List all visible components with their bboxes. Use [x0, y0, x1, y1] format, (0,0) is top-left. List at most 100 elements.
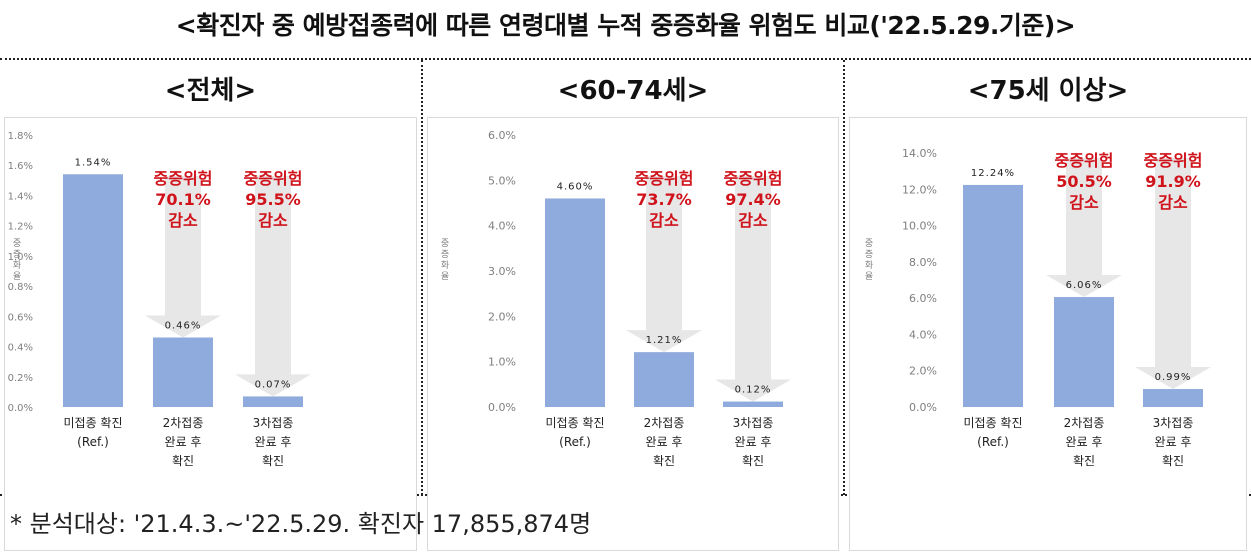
- y-tick-label: 1.4%: [8, 191, 33, 202]
- category-label: 확진: [172, 454, 194, 468]
- y-tick-label: 8.0%: [909, 256, 937, 269]
- panel-title-total: <전체>: [164, 76, 257, 106]
- risk-reduction-label: 감소: [649, 211, 679, 230]
- y-axis-label-char: 중: [13, 238, 21, 249]
- category-label: 확진: [1162, 454, 1184, 468]
- y-tick-label: 1.0%: [488, 356, 516, 369]
- data-label: 1.21%: [646, 335, 683, 346]
- reduction-arrow: [235, 176, 311, 397]
- y-tick-label: 0.4%: [8, 343, 33, 354]
- panel-75-plus: <75세 이상> 0.0% 2.0% 4.0% 6.0% 8.0% 10.0% 12.0% 1…: [845, 60, 1251, 551]
- reduction-arrow: [145, 176, 221, 338]
- data-label: 0.07%: [255, 379, 292, 390]
- panel-60-74: <60-74세> 0.0% 1.0% 2.0% 3.0% 4.0% 5.0% 6.0% 중 증 화…: [423, 60, 843, 551]
- data-label: 1.54%: [75, 157, 112, 168]
- divider-panel-2: [843, 60, 845, 495]
- category-label: 2차접종: [163, 416, 204, 430]
- risk-reduction-label: 중증위험: [1144, 151, 1203, 170]
- category-label: (Ref.): [559, 435, 591, 449]
- y-tick-label: 1.0%: [8, 252, 33, 263]
- risk-reduction-label: 중증위험: [635, 169, 694, 188]
- chart-60-74: 0.0% 1.0% 2.0% 3.0% 4.0% 5.0% 6.0% 중증화율 4.60% 1.2…: [441, 129, 791, 468]
- panel-total: <전체> 0.0% 0.2% 0.4% 0.6% 0.8% 1.0% 1.2% 1.4% 1.6…: [0, 60, 421, 551]
- y-axis-label-char: 중: [865, 238, 873, 249]
- data-label: 0.12%: [735, 385, 772, 396]
- bar: [1054, 297, 1114, 407]
- bar: [963, 184, 1023, 407]
- y-tick-label: 0.8%: [8, 282, 33, 293]
- risk-reduction-label: 중증위험: [244, 169, 303, 188]
- bar: [63, 174, 123, 407]
- risk-reduction-label: 73.7%: [636, 190, 692, 209]
- category-label: 확진: [262, 454, 284, 468]
- y-tick-label: 4.0%: [909, 328, 937, 341]
- reduction-arrow: [626, 176, 702, 353]
- chart-75-plus-frame: 0.0% 2.0% 4.0% 6.0% 8.0% 10.0% 12.0% 14.0% 중 증 화 율 1…: [849, 117, 1247, 551]
- y-axis-label-char: 증: [865, 249, 873, 260]
- y-tick-label: 2.0%: [909, 365, 937, 378]
- y-axis-label-char: 증: [441, 249, 449, 260]
- risk-reduction-label: 감소: [1158, 193, 1188, 212]
- y-axis-label-char: 율: [865, 271, 873, 282]
- risk-reduction-label: 50.5%: [1056, 172, 1112, 191]
- y-tick-label: 1.8%: [8, 131, 33, 142]
- y-tick-label: 0.0%: [909, 401, 937, 414]
- chart-total: 0.0% 0.2% 0.4% 0.6% 0.8% 1.0% 1.2% 1.4% 1.6% 1.8%…: [8, 131, 311, 468]
- panel-title-60-74: <60-74세>: [557, 76, 709, 106]
- category-label: 완료 후: [255, 435, 292, 449]
- y-axis-label-char: 화: [865, 260, 873, 271]
- y-tick-label: 0.0%: [8, 403, 33, 414]
- footnote: * 분석대상: '21.4.3.~'22.5.29. 확진자 17,855,87…: [10, 510, 592, 538]
- y-tick-label: 0.0%: [488, 401, 516, 414]
- risk-reduction-label: 감소: [258, 211, 288, 230]
- chart-75-plus: 0.0% 2.0% 4.0% 6.0% 8.0% 10.0% 12.0% 14.0% 중증화율 1…: [865, 147, 1211, 468]
- data-label: 0.99%: [1155, 372, 1192, 383]
- y-axis-label-char: 중: [441, 238, 449, 249]
- panel-title-75-plus: <75세 이상>: [967, 76, 1129, 106]
- category-label: (Ref.): [77, 435, 109, 449]
- category-label: 완료 후: [735, 435, 772, 449]
- chart-total-frame: 0.0% 0.2% 0.4% 0.6% 0.8% 1.0% 1.2% 1.4% 1.6% 1.8%…: [4, 117, 417, 551]
- risk-reduction-label: 91.9%: [1145, 172, 1201, 191]
- y-axis-label-char: 율: [13, 271, 21, 282]
- bar: [1143, 389, 1203, 407]
- y-tick-label: 6.0%: [909, 292, 937, 305]
- bar: [243, 396, 303, 407]
- category-label: 확진: [1073, 454, 1095, 468]
- y-axis-label-char: 증: [13, 249, 21, 260]
- risk-reduction-label: 70.1%: [155, 190, 211, 209]
- y-axis-label-char: 화: [441, 260, 449, 271]
- category-label: 미접종 확진: [963, 416, 1022, 430]
- category-label: 완료 후: [1155, 435, 1192, 449]
- category-label: 미접종 확진: [545, 416, 604, 430]
- y-tick-label: 4.0%: [488, 220, 516, 233]
- category-label: 확진: [742, 454, 764, 468]
- reduction-arrow: [715, 176, 791, 402]
- reduction-arrow: [1135, 158, 1211, 390]
- risk-reduction-label: 중증위험: [1055, 151, 1114, 170]
- y-tick-label: 5.0%: [488, 174, 516, 187]
- risk-reduction-label: 중증위험: [154, 169, 213, 188]
- bar: [153, 337, 213, 407]
- category-label: 완료 후: [646, 435, 683, 449]
- y-tick-label: 0.2%: [8, 373, 33, 384]
- y-tick-label: 1.2%: [8, 222, 33, 233]
- risk-reduction-label: 감소: [1069, 193, 1099, 212]
- reduction-arrow: [1046, 158, 1122, 298]
- category-label: 미접종 확진: [63, 416, 122, 430]
- data-label: 0.46%: [165, 320, 202, 331]
- page-title: <확진자 중 예방접종력에 따른 연령대별 누적 중증화율 위험도 비교('22…: [175, 11, 1076, 40]
- chart-60-74-frame: 0.0% 1.0% 2.0% 3.0% 4.0% 5.0% 6.0% 중 증 화 율 4.60% 1.2…: [427, 117, 839, 551]
- divider-panel-1: [421, 60, 423, 495]
- y-tick-label: 3.0%: [488, 265, 516, 278]
- category-label: 2차접종: [644, 416, 685, 430]
- data-label: 4.60%: [557, 181, 594, 192]
- y-axis-label-char: 화: [13, 260, 21, 271]
- risk-reduction-label: 감소: [738, 211, 768, 230]
- y-tick-label: 1.6%: [8, 161, 33, 172]
- y-tick-label: 10.0%: [902, 220, 937, 233]
- bar: [723, 401, 783, 407]
- risk-reduction-label: 97.4%: [725, 190, 781, 209]
- divider-top: [0, 58, 1251, 60]
- y-tick-label: 12.0%: [902, 183, 937, 196]
